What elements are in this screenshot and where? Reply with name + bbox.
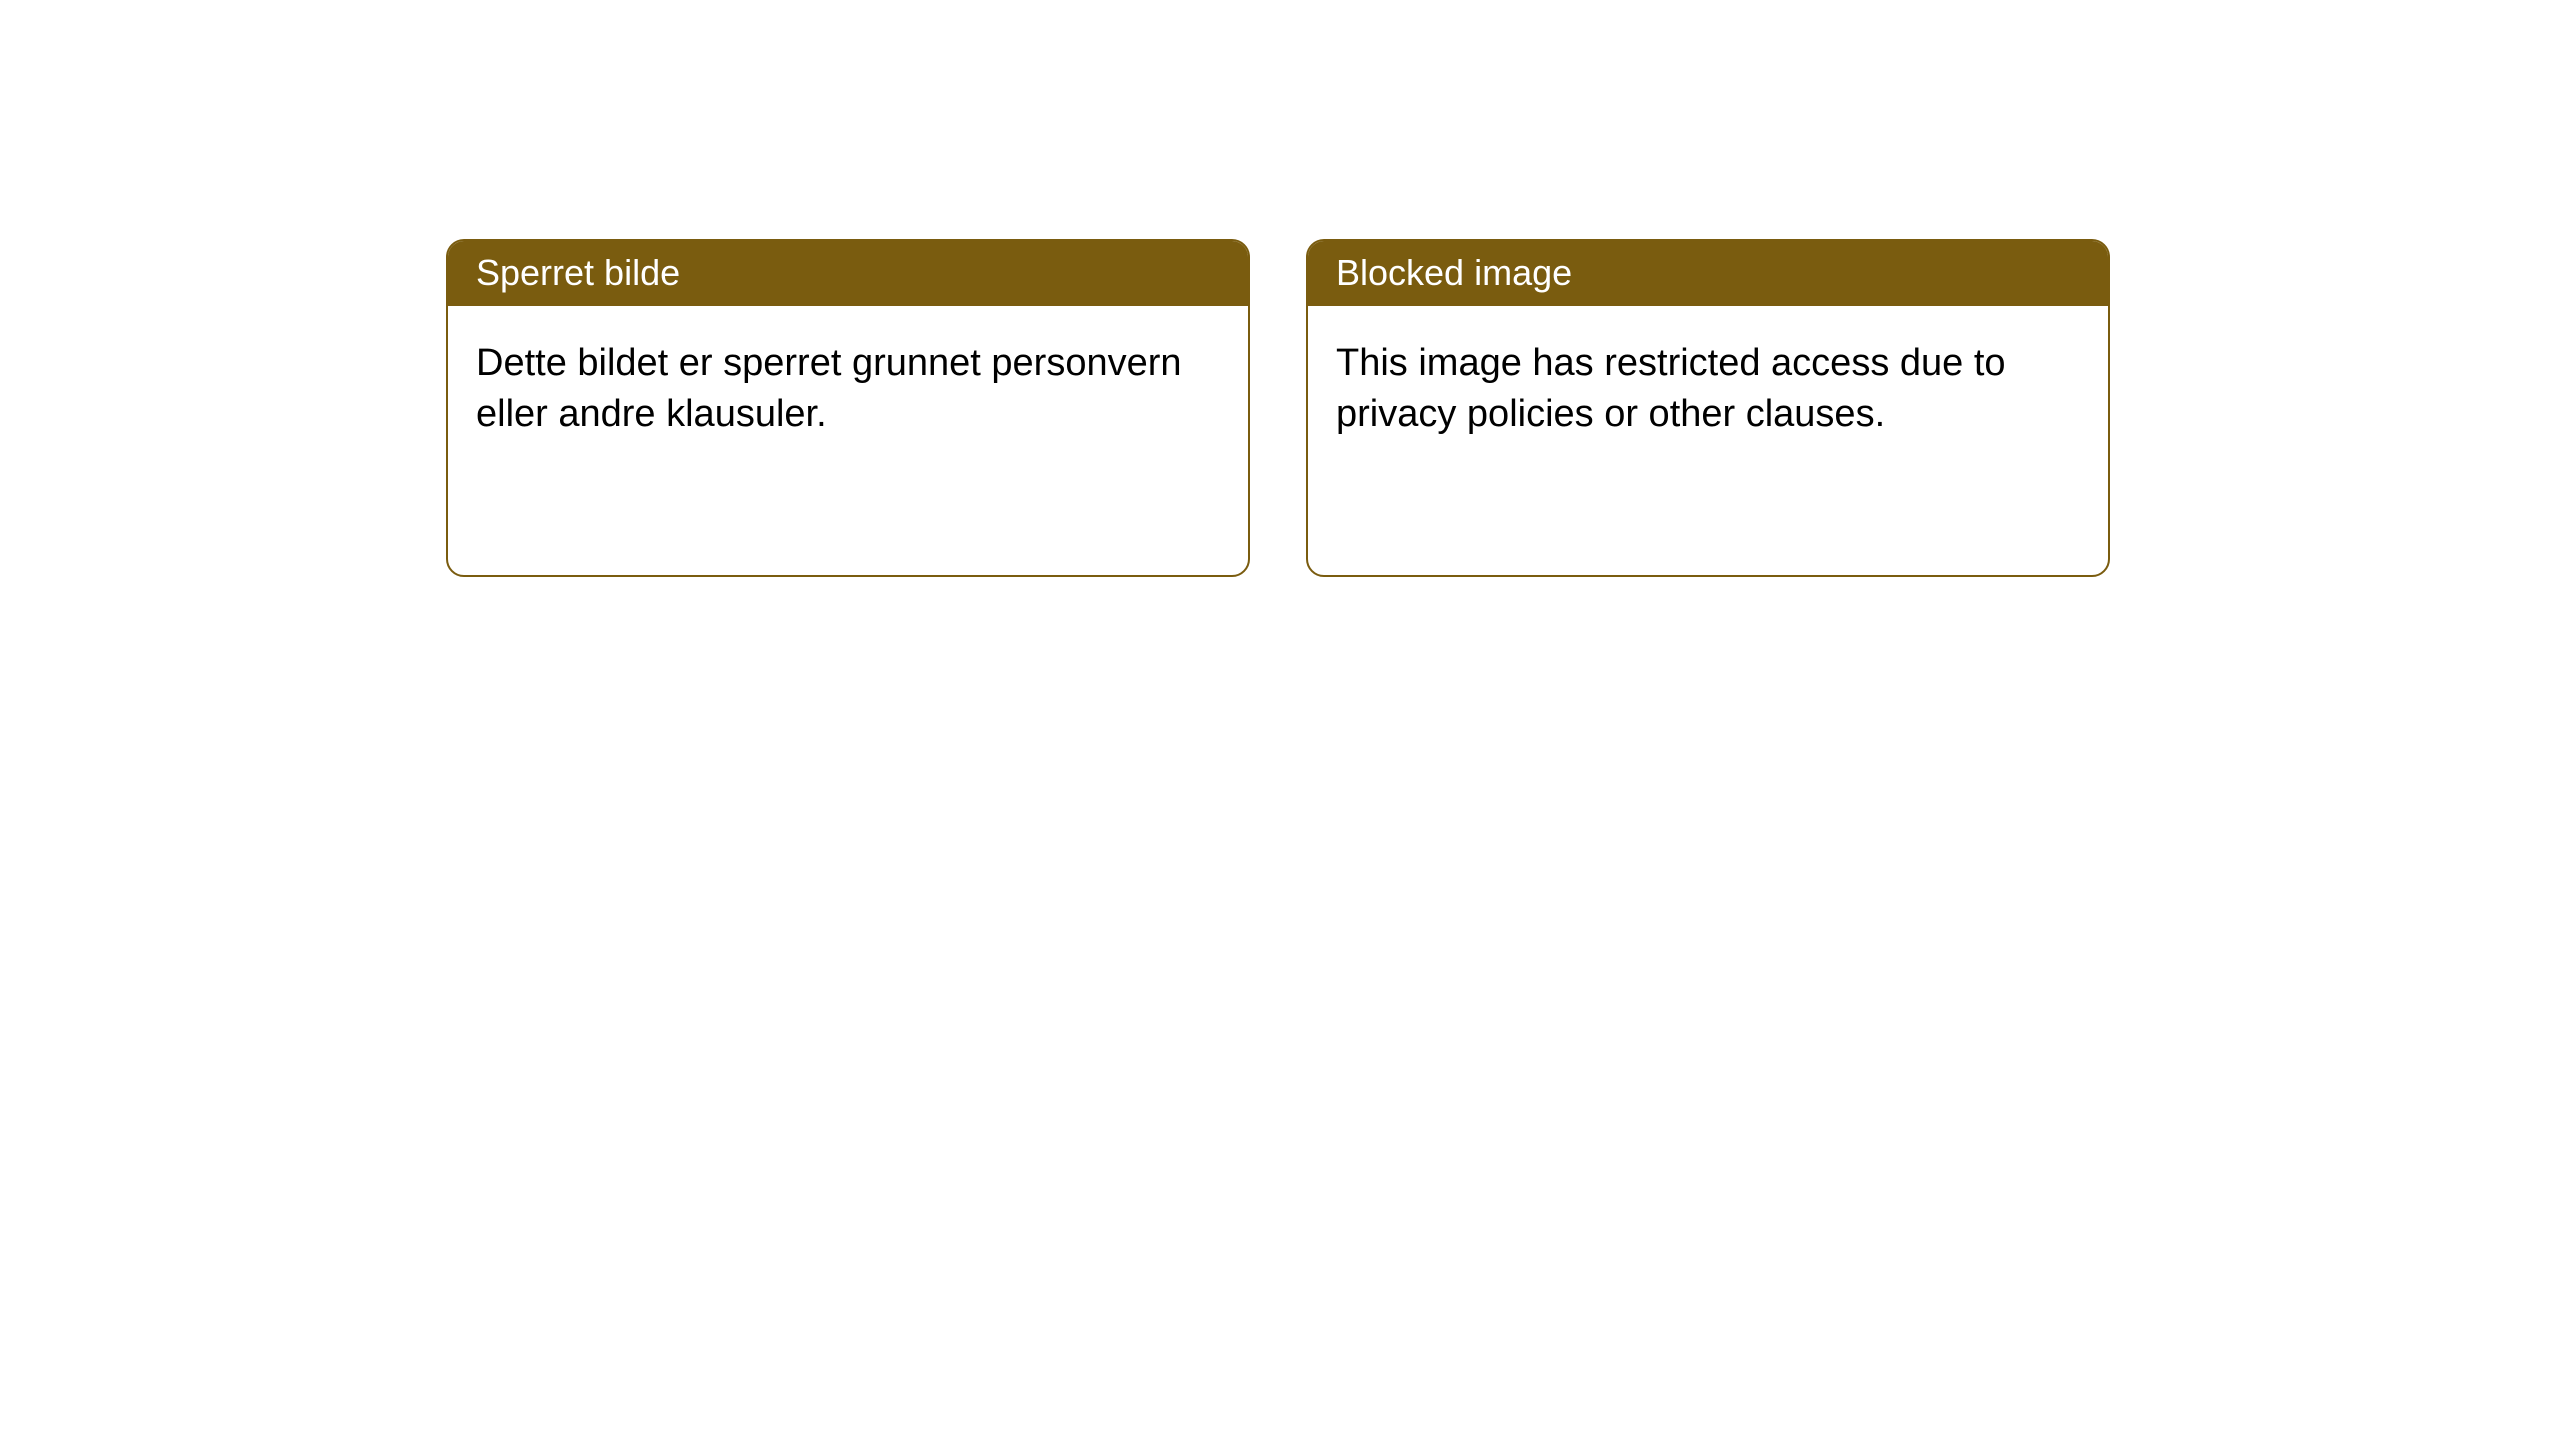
card-header: Sperret bilde: [448, 241, 1248, 306]
card-body-text: This image has restricted access due to …: [1308, 306, 2108, 473]
notice-card-english: Blocked image This image has restricted …: [1306, 239, 2110, 577]
card-header: Blocked image: [1308, 241, 2108, 306]
notice-card-norwegian: Sperret bilde Dette bildet er sperret gr…: [446, 239, 1250, 577]
notice-cards-container: Sperret bilde Dette bildet er sperret gr…: [446, 239, 2110, 577]
card-body-text: Dette bildet er sperret grunnet personve…: [448, 306, 1248, 473]
